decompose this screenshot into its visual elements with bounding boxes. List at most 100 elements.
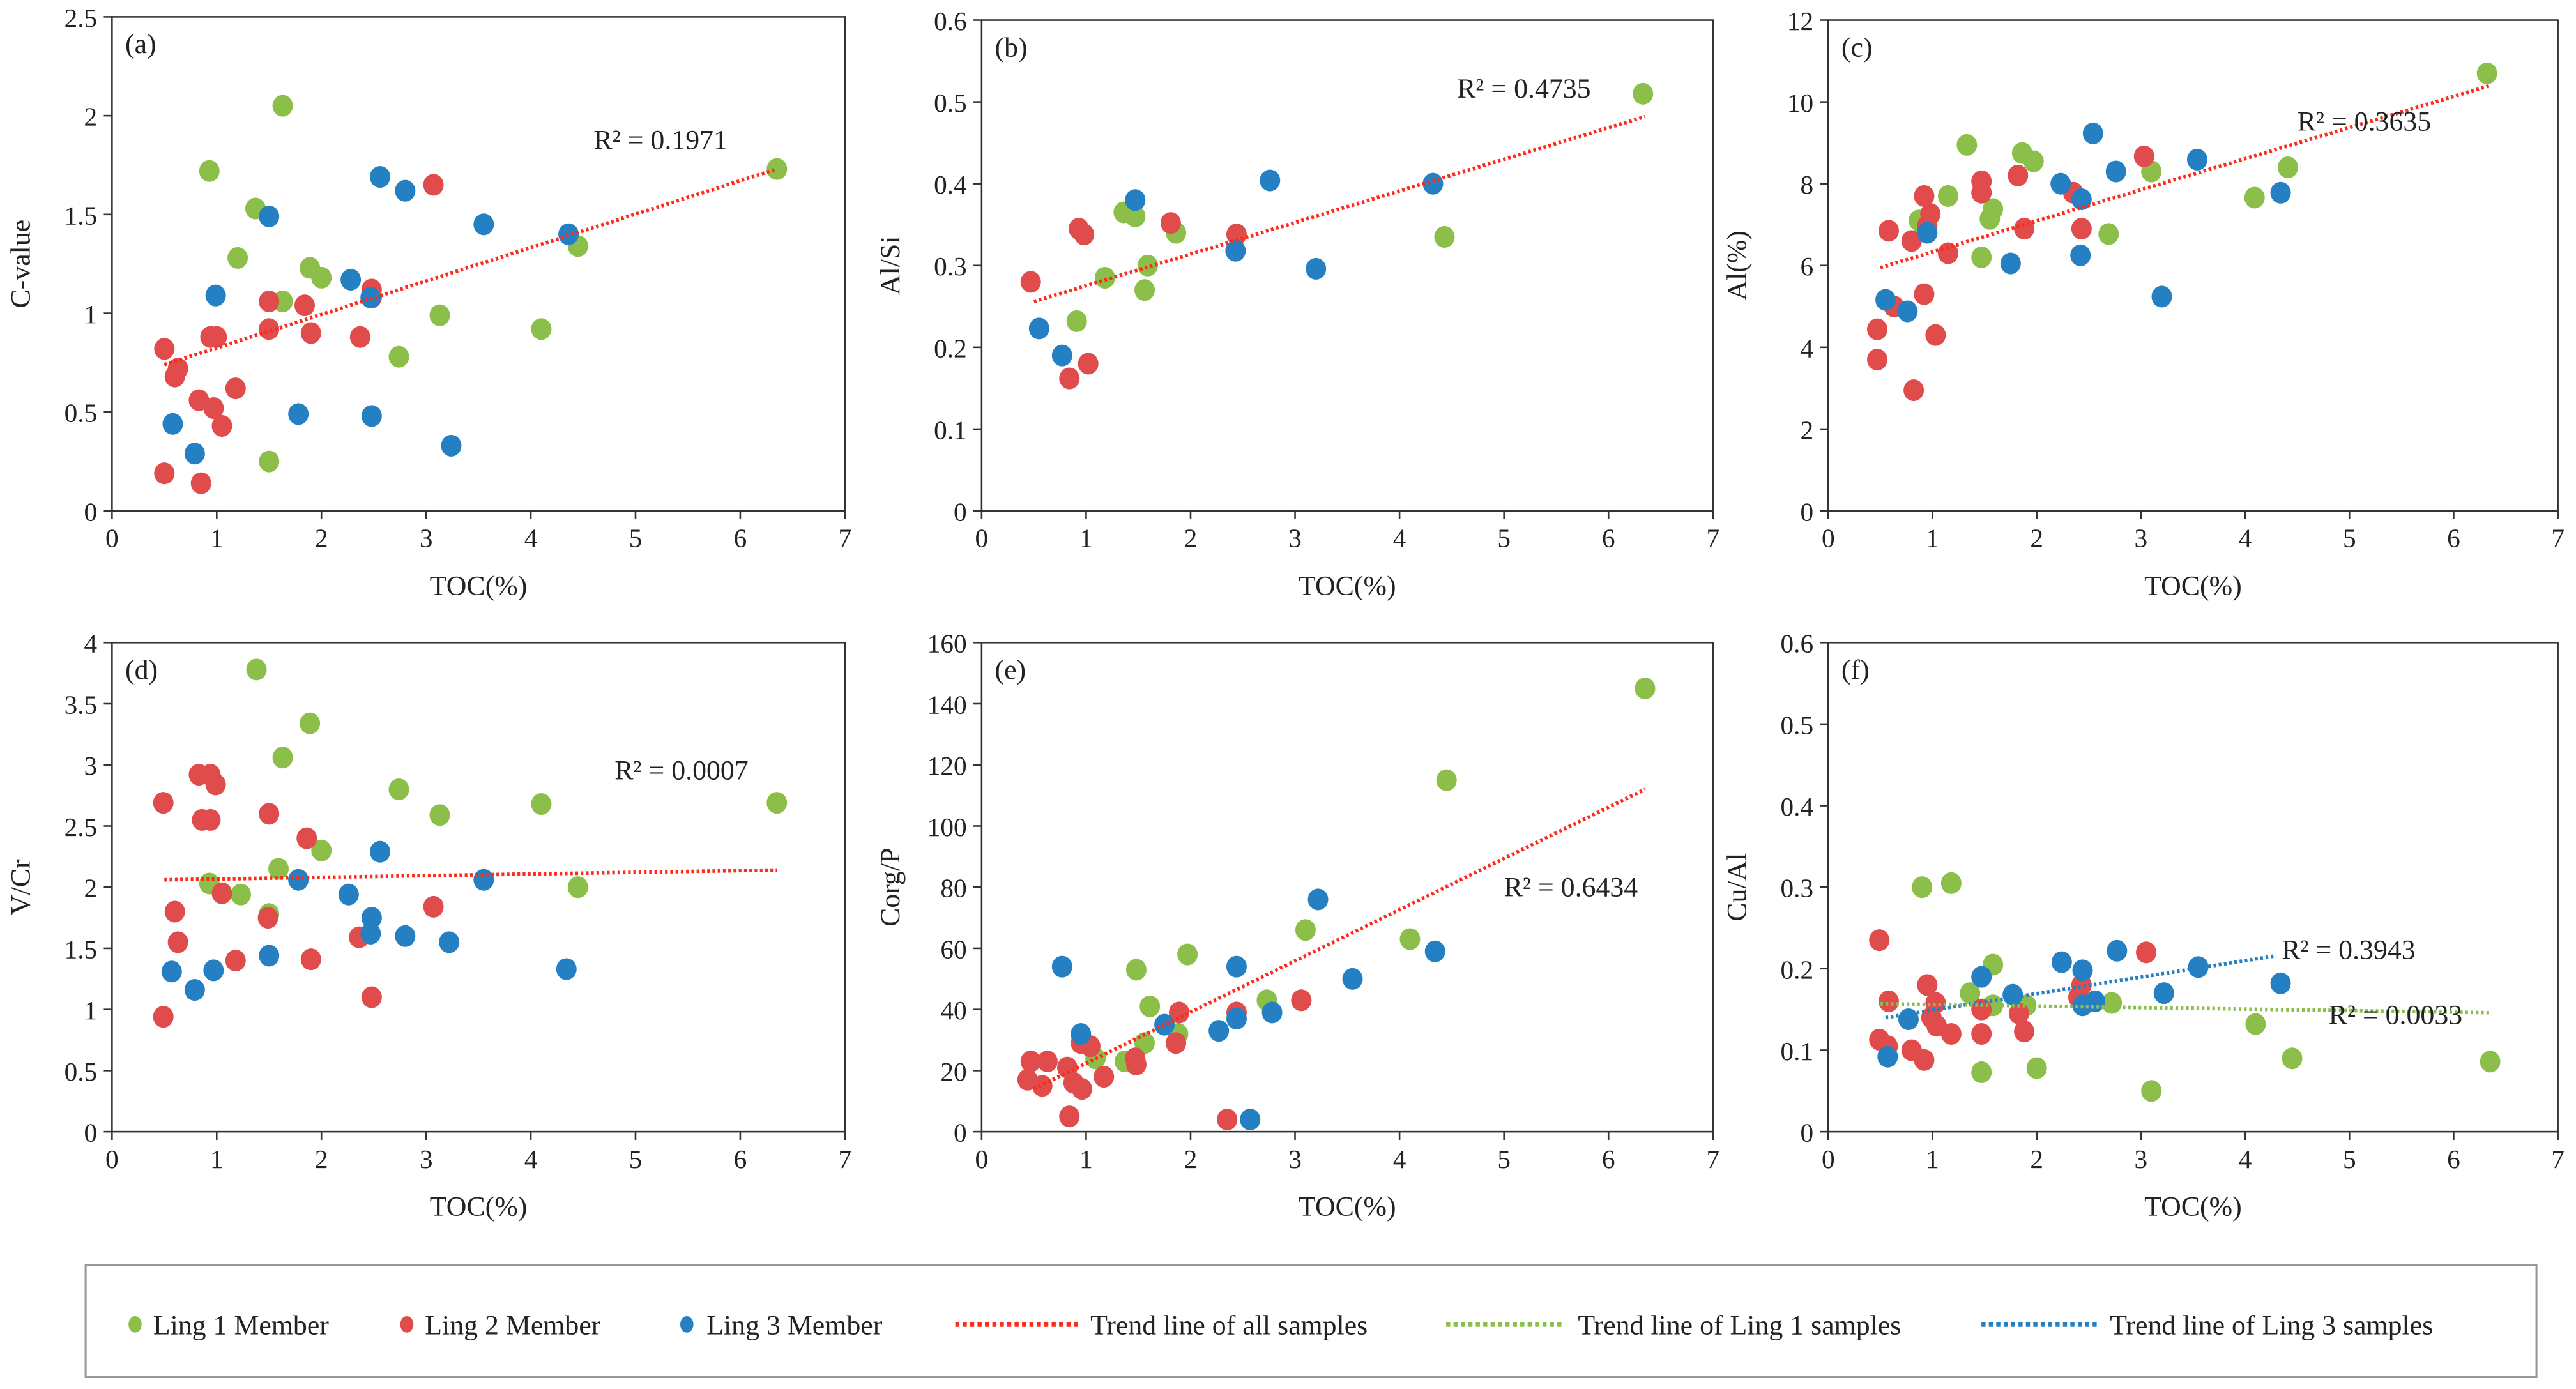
trend-line — [1880, 84, 2491, 269]
data-point — [1979, 208, 2001, 230]
data-point — [259, 290, 280, 312]
y-tick-label: 2 — [84, 874, 98, 903]
y-tick-label: 0 — [84, 497, 98, 526]
data-point — [257, 907, 278, 929]
data-point — [2002, 983, 2023, 1006]
data-point — [1635, 678, 1656, 700]
y-tick-label: 0.3 — [1781, 874, 1814, 903]
data-point — [473, 869, 494, 891]
data-point — [203, 397, 224, 420]
x-tick-label: 5 — [1497, 1144, 1511, 1174]
data-point — [1217, 1108, 1238, 1131]
x-tick-label: 0 — [105, 1144, 119, 1174]
y-tick-label: 80 — [940, 874, 966, 903]
data-point — [311, 266, 332, 289]
x-tick-label: 5 — [1497, 524, 1511, 553]
data-point — [2051, 951, 2072, 973]
data-point — [1177, 943, 1198, 966]
data-point — [184, 443, 205, 465]
data-point — [531, 318, 552, 340]
x-tick-label: 6 — [2447, 1144, 2460, 1174]
x-tick-label: 3 — [1288, 524, 1302, 553]
data-point — [2141, 1080, 2162, 1102]
data-point — [1869, 929, 1890, 952]
data-point — [1436, 769, 1457, 791]
y-tick-label: 1.5 — [65, 201, 98, 230]
data-point — [259, 945, 280, 967]
plot-frame — [1827, 641, 2559, 1133]
x-tick-label: 7 — [2551, 524, 2565, 553]
data-point — [153, 792, 174, 814]
data-point — [388, 778, 409, 801]
x-tick-label: 2 — [1184, 1144, 1198, 1174]
y-tick-label: 100 — [927, 812, 967, 842]
series-ling-2-member — [1020, 212, 1247, 390]
data-point — [1125, 959, 1147, 981]
y-tick-label: 0.2 — [1781, 955, 1814, 984]
legend-item: Ling 1 Member — [128, 1310, 329, 1340]
data-point — [1074, 224, 1095, 246]
r-squared-label: R² = 0.6434 — [1504, 872, 1638, 903]
data-point — [1914, 283, 1935, 305]
y-tick-label: 20 — [940, 1057, 966, 1086]
data-point — [567, 876, 588, 899]
data-point — [1878, 990, 1899, 1012]
series-ling-3-member — [1028, 169, 1444, 367]
legend-item: Ling 3 Member — [680, 1310, 883, 1340]
x-tick-label: 1 — [210, 524, 224, 553]
x-tick-label: 4 — [1393, 1144, 1406, 1174]
data-point — [1295, 919, 1316, 941]
data-point — [1066, 310, 1087, 332]
data-point — [1925, 324, 1946, 346]
data-point — [2480, 1051, 2501, 1073]
panel-e: 0 1 2 3 4 5 6 7 0 20 40 60 80 100 120 140 160 TOC(%) Corg/… — [875, 629, 1719, 1222]
data-point — [1971, 1022, 1992, 1045]
data-point — [1937, 242, 1958, 264]
data-point — [272, 747, 293, 769]
y-tick-label: 1 — [84, 300, 98, 329]
data-point — [1051, 344, 1072, 367]
data-point — [2136, 941, 2157, 964]
data-point — [1037, 1051, 1058, 1073]
data-point — [1917, 974, 1938, 996]
data-point — [2026, 1057, 2047, 1079]
data-point — [1867, 349, 1887, 371]
legend-label: Trend line of Ling 3 samples — [2110, 1310, 2433, 1340]
data-point — [1897, 300, 1918, 323]
x-tick-label: 4 — [2239, 1144, 2252, 1174]
x-tick-label: 1 — [1079, 1144, 1093, 1174]
y-axis-label: V/Cr — [5, 859, 36, 915]
x-tick-label: 7 — [2551, 1144, 2565, 1174]
y-tick-label: 0.4 — [1781, 792, 1814, 821]
series-ling-3-member — [1051, 888, 1445, 1131]
data-point — [211, 882, 232, 904]
x-tick-label: 2 — [2030, 524, 2043, 553]
x-tick-label: 4 — [1393, 524, 1406, 553]
data-point — [288, 869, 309, 891]
data-point — [439, 931, 460, 953]
data-point — [2008, 164, 2029, 186]
data-point — [154, 338, 175, 360]
data-point — [164, 365, 185, 388]
legend: Ling 1 Member Ling 2 Member Ling 3 Member T… — [84, 1264, 2538, 1378]
data-point — [1342, 968, 1363, 990]
data-point — [227, 247, 248, 269]
y-tick-label: 4 — [1800, 333, 1813, 363]
data-point — [1434, 225, 1455, 248]
y-axis-label: Al/Si — [875, 236, 906, 295]
y-tick-label: 12 — [1787, 6, 1813, 36]
data-point — [1071, 1022, 1092, 1045]
data-point — [1154, 1013, 1175, 1036]
data-point — [429, 304, 450, 326]
y-tick-label: 10 — [1787, 88, 1813, 118]
y-tick-label: 3 — [84, 751, 98, 780]
x-axis-label: TOC(%) — [430, 1192, 528, 1222]
y-tick-label: 0.1 — [1781, 1036, 1814, 1066]
x-tick-label: 3 — [1288, 1144, 1302, 1174]
data-point — [1971, 181, 1992, 204]
y-tick-label: 0.6 — [1781, 629, 1814, 658]
y-axis-label: C-value — [5, 220, 36, 308]
trend-line — [1880, 1001, 2490, 1015]
data-point — [205, 773, 226, 796]
x-tick-label: 6 — [1602, 524, 1615, 553]
